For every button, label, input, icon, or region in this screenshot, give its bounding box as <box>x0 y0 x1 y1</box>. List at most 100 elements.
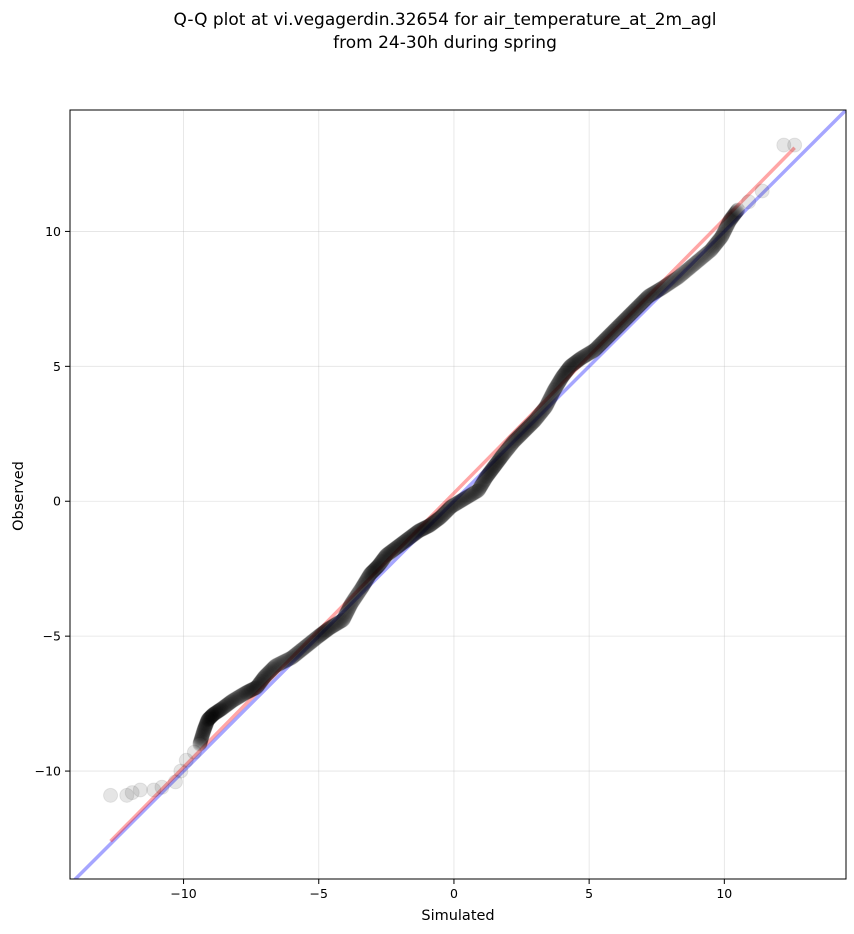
quantile-point <box>557 365 573 381</box>
quantile-point <box>541 393 557 409</box>
quantile-point <box>369 559 385 575</box>
quantile-point <box>301 636 317 652</box>
quantile-point <box>366 562 382 578</box>
quantile-point <box>244 682 260 698</box>
quantile-point <box>477 472 493 488</box>
quantile-point <box>631 298 647 314</box>
quantile-point <box>504 436 520 452</box>
quantile-point <box>415 521 431 537</box>
quantile-point <box>383 544 399 560</box>
quantile-point <box>591 338 607 354</box>
quantile-point <box>119 787 135 803</box>
quantile-point <box>482 465 498 481</box>
quantile-point <box>691 252 707 268</box>
quantile-point <box>208 705 224 721</box>
quantile-point <box>416 520 432 536</box>
quantile-point <box>237 685 253 701</box>
quantile-point <box>433 509 449 525</box>
quantile-point <box>212 702 228 718</box>
quantile-point <box>696 248 712 264</box>
quantile-point <box>341 600 357 616</box>
quantile-point <box>494 449 510 465</box>
quantile-point <box>560 361 576 377</box>
quantile-point <box>227 691 243 707</box>
quantile-point <box>622 307 638 323</box>
quantile-point <box>441 501 457 517</box>
quantile-point <box>372 556 388 572</box>
quantile-point <box>496 446 512 462</box>
quantile-point <box>267 658 283 674</box>
quantile-point <box>276 654 292 670</box>
quantile-point <box>558 363 574 379</box>
quantile-point <box>435 507 451 523</box>
quantile-point <box>372 555 388 571</box>
quantile-point <box>603 326 619 342</box>
quantile-point <box>377 549 393 565</box>
quantile-point <box>239 684 255 700</box>
quantile-point <box>656 279 672 295</box>
quantile-point <box>215 700 231 716</box>
quantile-point <box>365 563 381 579</box>
quantile-point <box>552 372 568 388</box>
quantile-point <box>265 661 281 677</box>
quantile-point <box>228 691 244 707</box>
quantile-point <box>322 620 338 636</box>
quantile-point <box>236 686 252 702</box>
quantile-point <box>430 512 446 528</box>
quantile-point <box>362 566 378 582</box>
quantile-point <box>431 511 447 527</box>
quantile-point <box>702 243 718 259</box>
quantile-point <box>605 323 621 339</box>
quantile-point <box>478 469 494 485</box>
quantile-point <box>566 356 582 372</box>
quantile-point <box>551 374 567 390</box>
quantile-point <box>599 330 615 346</box>
quantile-point <box>495 446 511 462</box>
quantile-point <box>192 736 208 752</box>
quantile-point <box>536 402 552 418</box>
quantile-point <box>369 560 385 576</box>
quantile-point <box>581 345 597 361</box>
quantile-point <box>286 648 302 664</box>
quantile-point <box>282 651 298 667</box>
quantile-point <box>430 511 446 527</box>
quantile-point <box>673 267 689 283</box>
quantile-point <box>451 494 467 510</box>
quantile-point <box>250 678 266 694</box>
quantile-point <box>299 638 315 654</box>
quantile-point <box>380 546 396 562</box>
quantile-point <box>555 368 571 384</box>
quantile-point <box>356 577 372 593</box>
quantile-point <box>255 672 271 688</box>
quantile-point <box>389 539 405 555</box>
quantile-point <box>563 358 579 374</box>
quantile-point <box>221 696 237 712</box>
quantile-point <box>333 613 349 629</box>
quantile-point <box>412 522 428 538</box>
quantile-point <box>289 645 305 661</box>
quantile-point <box>253 673 269 689</box>
quantile-point <box>453 493 469 509</box>
quantile-point <box>508 431 524 447</box>
quantile-point <box>252 675 268 691</box>
quantile-point <box>479 468 495 484</box>
quantile-point <box>664 274 680 290</box>
quantile-point <box>722 212 738 228</box>
quantile-point <box>562 359 578 375</box>
quantile-point <box>715 227 731 243</box>
quantile-point <box>443 499 459 515</box>
quantile-point <box>720 217 736 233</box>
quantile-point <box>200 712 216 728</box>
quantile-point <box>443 499 459 515</box>
quantile-point <box>203 709 219 725</box>
quantile-point <box>424 516 440 532</box>
quantile-point <box>295 641 311 657</box>
quantile-point <box>547 382 563 398</box>
quantile-point <box>205 707 221 723</box>
quantile-point <box>541 392 557 408</box>
quantile-point <box>569 353 585 369</box>
quantile-point <box>653 281 669 297</box>
quantile-point <box>462 487 478 503</box>
quantile-point <box>448 496 464 512</box>
quantile-point <box>617 312 633 328</box>
